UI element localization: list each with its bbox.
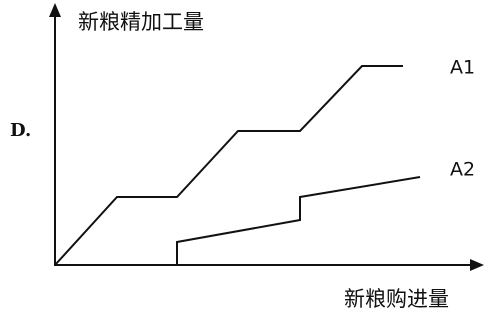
curve-a2 — [176, 176, 421, 265]
y-arrow — [49, 3, 61, 17]
x-arrow — [470, 259, 484, 271]
x-axis-label: 新粮购进量 — [344, 287, 449, 311]
curve-label: A1 — [450, 57, 475, 79]
option-label: D. — [10, 120, 31, 141]
curve-label: A2 — [450, 159, 475, 181]
curve-a1 — [54, 65, 403, 266]
y-axis-label: 新粮精加工量 — [78, 10, 204, 34]
